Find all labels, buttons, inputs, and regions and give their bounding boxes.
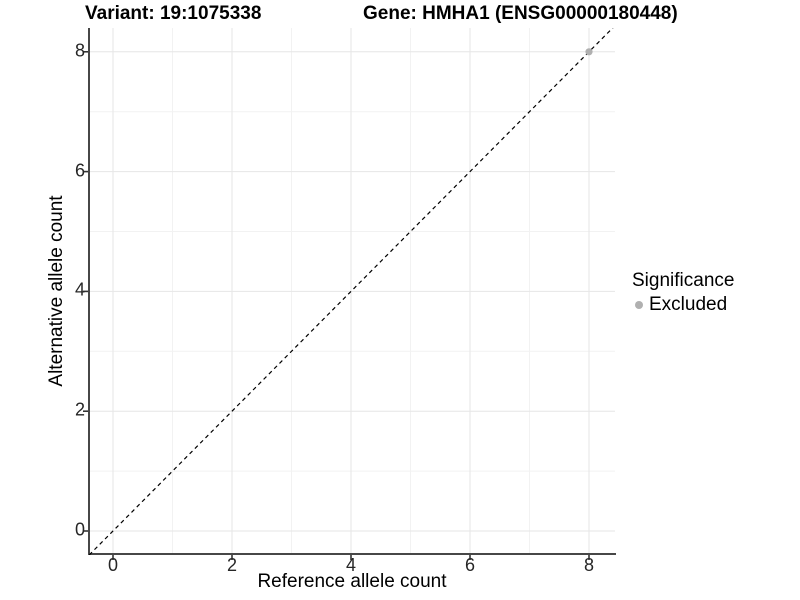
- x-tick-label: 6: [464, 555, 476, 575]
- y-tick-label: 4: [74, 280, 85, 301]
- excluded-point-icon: [635, 300, 643, 309]
- plot-title-variant: Variant: 19:1075338: [85, 3, 262, 24]
- x-tick-label: 0: [107, 555, 119, 575]
- legend-title: Significance: [632, 270, 735, 291]
- y-tick-label: 2: [74, 399, 85, 420]
- x-axis-label: Reference allele count: [257, 571, 447, 592]
- legend: Significance Excluded: [632, 270, 734, 316]
- legend-item-label: Excluded: [649, 293, 728, 315]
- legend-item-excluded: Excluded: [635, 294, 734, 316]
- plot-title-gene: Gene: HMHA1 (ENSG00000180448): [363, 3, 678, 24]
- data-point-excluded: [585, 48, 593, 56]
- y-tick-label: 8: [74, 40, 85, 61]
- identity-dashed-line: [89, 28, 614, 555]
- x-tick-label: 2: [226, 555, 238, 575]
- y-tick-label: 0: [74, 519, 85, 540]
- x-tick-label: 4: [345, 555, 357, 575]
- x-tick-label: 8: [583, 555, 595, 575]
- y-tick-label: 6: [74, 160, 85, 181]
